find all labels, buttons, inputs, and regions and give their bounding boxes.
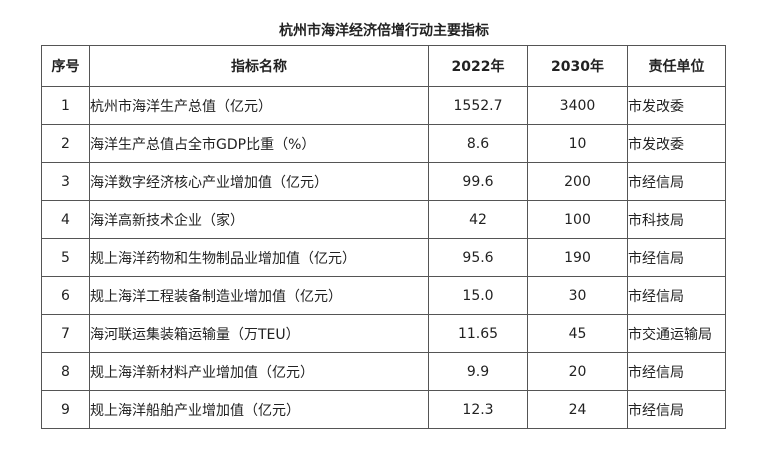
- table-row: 9 规上海洋船舶产业增加值（亿元） 12.3 24 市经信局: [41, 390, 726, 429]
- row-unit: 市交通运输局: [627, 314, 726, 353]
- row-value-2022: 8.6: [428, 124, 528, 163]
- header-name: 指标名称: [89, 45, 429, 87]
- row-value-2030: 3400: [527, 86, 628, 125]
- row-value-2030: 30: [527, 276, 628, 315]
- row-name: 海洋高新技术企业（家）: [89, 200, 429, 239]
- table-row: 6 规上海洋工程装备制造业增加值（亿元） 15.0 30 市经信局: [41, 276, 726, 315]
- row-value-2030: 20: [527, 352, 628, 391]
- header-unit: 责任单位: [627, 45, 726, 87]
- row-value-2022: 15.0: [428, 276, 528, 315]
- row-name: 杭州市海洋生产总值（亿元）: [89, 86, 429, 125]
- row-index: 2: [41, 124, 90, 163]
- row-value-2030: 200: [527, 162, 628, 201]
- row-unit: 市发改委: [627, 124, 726, 163]
- row-name: 海洋数字经济核心产业增加值（亿元）: [89, 162, 429, 201]
- row-name: 规上海洋新材料产业增加值（亿元）: [89, 352, 429, 391]
- row-value-2022: 95.6: [428, 238, 528, 277]
- table-row: 2 海洋生产总值占全市GDP比重（%） 8.6 10 市发改委: [41, 124, 726, 163]
- header-index: 序号: [41, 45, 90, 87]
- row-unit: 市发改委: [627, 86, 726, 125]
- row-name: 海洋生产总值占全市GDP比重（%）: [89, 124, 429, 163]
- row-index: 1: [41, 86, 90, 125]
- row-index: 9: [41, 390, 90, 429]
- header-2022: 2022年: [428, 45, 528, 87]
- row-value-2030: 10: [527, 124, 628, 163]
- row-unit: 市经信局: [627, 276, 726, 315]
- row-value-2022: 42: [428, 200, 528, 239]
- row-value-2030: 45: [527, 314, 628, 353]
- row-index: 7: [41, 314, 90, 353]
- row-value-2030: 24: [527, 390, 628, 429]
- row-value-2030: 100: [527, 200, 628, 239]
- table-title: 杭州市海洋经济倍增行动主要指标: [279, 23, 489, 39]
- row-unit: 市经信局: [627, 390, 726, 429]
- row-name: 规上海洋工程装备制造业增加值（亿元）: [89, 276, 429, 315]
- indicators-table: 序号 指标名称 2022年 2030年 责任单位 1 杭州市海洋生产总值（亿元）…: [41, 45, 726, 429]
- table-row: 7 海河联运集装箱运输量（万TEU） 11.65 45 市交通运输局: [41, 314, 726, 353]
- row-index: 8: [41, 352, 90, 391]
- row-value-2022: 11.65: [428, 314, 528, 353]
- row-index: 3: [41, 162, 90, 201]
- row-value-2022: 1552.7: [428, 86, 528, 125]
- table-header-row: 序号 指标名称 2022年 2030年 责任单位: [41, 45, 726, 87]
- row-value-2022: 12.3: [428, 390, 528, 429]
- row-name: 规上海洋船舶产业增加值（亿元）: [89, 390, 429, 429]
- row-unit: 市经信局: [627, 238, 726, 277]
- row-index: 4: [41, 200, 90, 239]
- row-name: 规上海洋药物和生物制品业增加值（亿元）: [89, 238, 429, 277]
- row-unit: 市科技局: [627, 200, 726, 239]
- row-name: 海河联运集装箱运输量（万TEU）: [89, 314, 429, 353]
- table-row: 4 海洋高新技术企业（家） 42 100 市科技局: [41, 200, 726, 239]
- row-index: 6: [41, 276, 90, 315]
- row-value-2022: 9.9: [428, 352, 528, 391]
- table-row: 1 杭州市海洋生产总值（亿元） 1552.7 3400 市发改委: [41, 86, 726, 125]
- table-row: 3 海洋数字经济核心产业增加值（亿元） 99.6 200 市经信局: [41, 162, 726, 201]
- row-index: 5: [41, 238, 90, 277]
- table-row: 8 规上海洋新材料产业增加值（亿元） 9.9 20 市经信局: [41, 352, 726, 391]
- table-row: 5 规上海洋药物和生物制品业增加值（亿元） 95.6 190 市经信局: [41, 238, 726, 277]
- row-value-2030: 190: [527, 238, 628, 277]
- row-value-2022: 99.6: [428, 162, 528, 201]
- row-unit: 市经信局: [627, 162, 726, 201]
- row-unit: 市经信局: [627, 352, 726, 391]
- header-2030: 2030年: [527, 45, 628, 87]
